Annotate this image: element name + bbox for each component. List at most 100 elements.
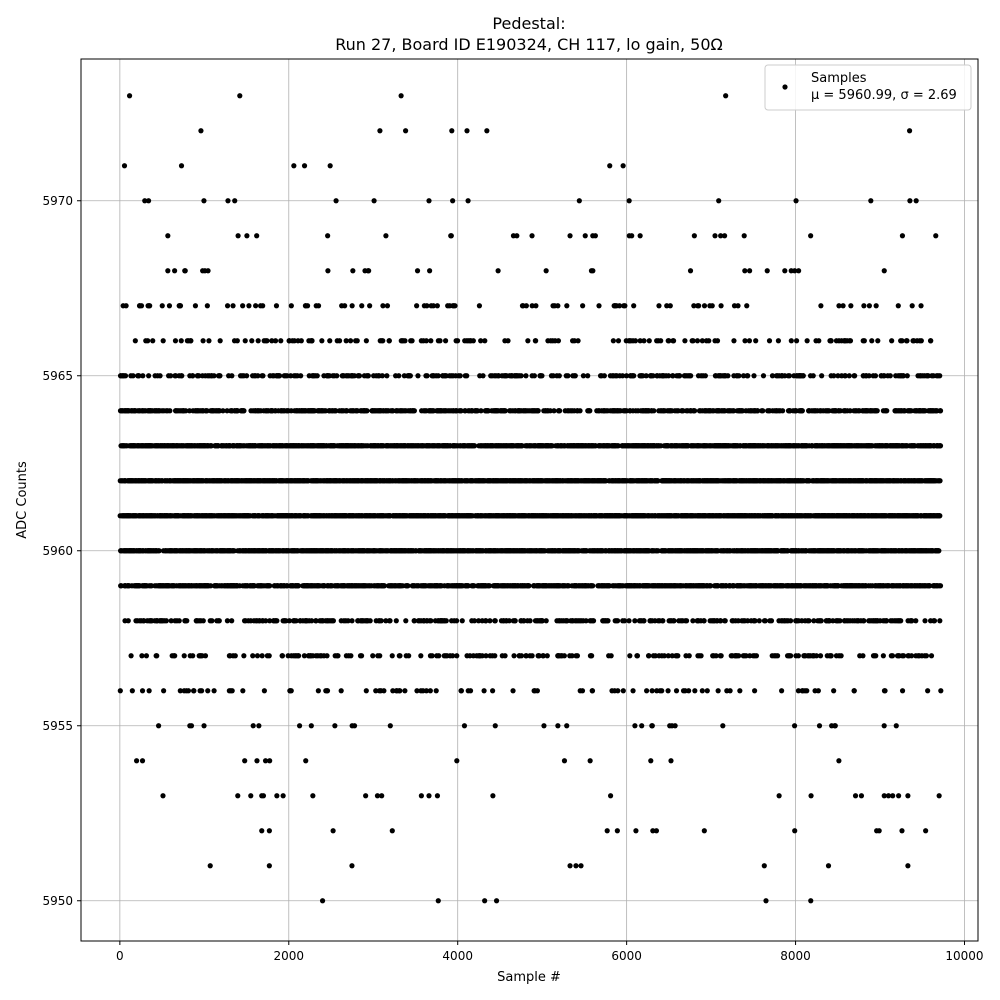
scatter-point (564, 618, 570, 624)
scatter-point (250, 653, 256, 659)
scatter-point (156, 548, 162, 554)
scatter-point (208, 583, 214, 589)
scatter-point (256, 723, 262, 729)
scatter-point (373, 688, 379, 694)
scatter-point (479, 653, 485, 659)
scatter-point (649, 688, 655, 694)
scatter-point (454, 758, 460, 764)
scatter-point (713, 653, 719, 659)
scatter-point (937, 583, 944, 589)
scatter-point (405, 583, 411, 589)
scatter-point (686, 688, 692, 694)
scatter-point (880, 653, 886, 659)
scatter-point (590, 583, 596, 589)
scatter-point (133, 758, 140, 764)
scatter-point (240, 688, 246, 694)
scatter-point (743, 653, 749, 659)
scatter-point (574, 653, 581, 659)
scatter-point (512, 618, 518, 624)
scatter-point (387, 723, 393, 729)
scatter-point (487, 618, 493, 624)
scatter-point (492, 723, 498, 729)
grid-lines (81, 59, 978, 941)
scatter-point (367, 618, 373, 624)
scatter-point (708, 583, 714, 589)
scatter-point (266, 653, 272, 659)
scatter-point (483, 618, 489, 624)
scatter-point (279, 653, 286, 659)
scatter-point (190, 653, 196, 659)
scatter-point (205, 688, 211, 694)
scatter-point (811, 618, 817, 624)
scatter-point (614, 828, 620, 834)
scatter-point (543, 618, 549, 624)
scatter-point (201, 723, 207, 729)
scatter-point (465, 583, 471, 589)
scatter-point (381, 583, 388, 589)
scatter-point (813, 653, 820, 659)
scatter-point (490, 688, 496, 694)
scatter-point (931, 618, 938, 624)
scatter-point (526, 583, 532, 589)
scatter-point (644, 688, 650, 694)
scatter-point (349, 863, 355, 869)
scatter-point (686, 653, 692, 659)
scatter-point (301, 653, 308, 659)
scatter-point (756, 618, 762, 624)
scatter-point (615, 688, 621, 694)
scatter-point (428, 618, 434, 624)
scatter-point (161, 688, 167, 694)
scatter-point (266, 828, 272, 834)
scatter-point (937, 618, 943, 624)
scatter-point (589, 688, 596, 694)
scatter-point (938, 688, 944, 694)
scatter-point (280, 793, 286, 799)
scatter-point (467, 688, 474, 694)
scatter-point (486, 583, 493, 589)
scatter-point (922, 618, 928, 624)
scatter-point (418, 653, 424, 659)
scatter-point (937, 513, 943, 519)
scatter-point (429, 653, 435, 659)
scatter-point (923, 653, 930, 659)
scatter-point (817, 653, 824, 659)
scatter-point (590, 618, 597, 624)
scatter-point (659, 688, 665, 694)
scatter-point (620, 688, 626, 694)
scatter-point (286, 618, 292, 624)
scatter-point (669, 653, 675, 659)
scatter-point (541, 723, 547, 729)
scatter-point (692, 688, 698, 694)
scatter-point (626, 618, 632, 624)
scatter-point (698, 653, 704, 659)
scatter-point (254, 653, 261, 659)
scatter-point (544, 653, 550, 659)
scatter-point (414, 688, 420, 694)
scatter-point (632, 618, 638, 624)
scatter-point (718, 618, 724, 624)
scatter-point (263, 618, 269, 624)
scatter-point (561, 758, 568, 764)
scatter-point (752, 618, 758, 624)
scatter-point (634, 653, 641, 659)
scatter-point (668, 758, 674, 764)
scatter-point (727, 688, 733, 694)
scatter-point (458, 688, 465, 694)
scatter-point (427, 688, 433, 694)
scatter-point (397, 653, 403, 659)
scatter-point (348, 653, 354, 659)
scatter-point (736, 653, 742, 659)
scatter-point (787, 618, 794, 624)
scatter-point (836, 758, 842, 764)
scatter-point (288, 688, 294, 694)
scatter-point (389, 653, 395, 659)
scatter-point (168, 618, 174, 624)
scatter-point (648, 758, 654, 764)
scatter-point (475, 618, 482, 624)
scatter-point (403, 618, 409, 624)
scatter-point (791, 723, 798, 729)
scatter-point (235, 793, 241, 799)
scatter-point (561, 653, 567, 659)
scatter-point (883, 618, 890, 624)
